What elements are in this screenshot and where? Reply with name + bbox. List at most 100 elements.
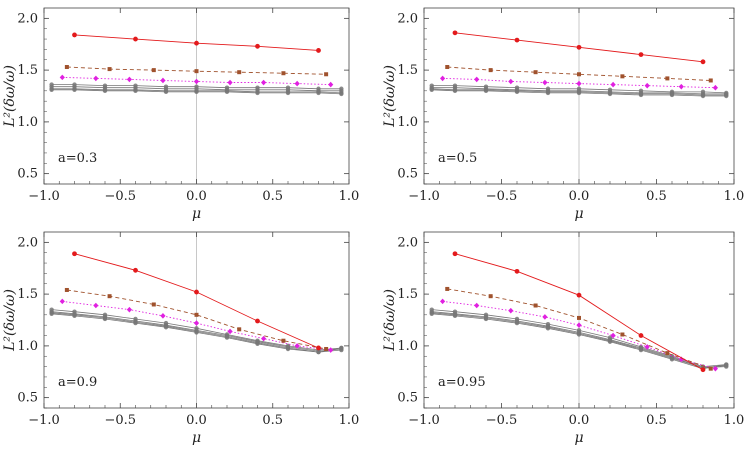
data-point xyxy=(294,80,300,87)
data-point xyxy=(255,85,260,90)
data-point xyxy=(126,306,132,313)
data-point xyxy=(669,89,675,95)
data-point xyxy=(194,69,199,74)
data-point xyxy=(488,68,493,73)
data-point xyxy=(533,70,538,75)
data-point xyxy=(607,335,613,340)
x-tick-label: 1.0 xyxy=(339,413,360,428)
data-point xyxy=(445,286,450,291)
data-point xyxy=(514,316,520,322)
data-point xyxy=(160,77,166,84)
data-point xyxy=(126,76,132,83)
data-point xyxy=(255,318,260,324)
data-point xyxy=(328,81,334,88)
data-point xyxy=(237,70,242,75)
data-point xyxy=(151,302,156,307)
data-point xyxy=(160,313,166,319)
x-tick-label: 1.0 xyxy=(724,413,745,428)
x-tick-label: −1.0 xyxy=(28,413,60,428)
data-point xyxy=(644,82,650,89)
data-point xyxy=(72,251,77,257)
data-point xyxy=(72,32,77,38)
x-tick-label: 0.5 xyxy=(262,189,283,204)
data-point xyxy=(638,88,644,94)
data-point xyxy=(328,347,334,353)
data-point xyxy=(227,79,233,86)
x-tick-label: −0.5 xyxy=(104,189,136,204)
data-point xyxy=(281,338,286,343)
y-axis-title: L²(δω/ω) xyxy=(2,289,18,352)
data-point xyxy=(474,302,480,309)
x-tick-label: −0.5 xyxy=(486,413,518,428)
data-point xyxy=(576,44,582,50)
data-point xyxy=(339,345,344,351)
x-tick-label: 0.0 xyxy=(569,413,590,428)
data-point xyxy=(508,307,514,314)
panel-annotation: a=0.9 xyxy=(58,375,97,390)
y-tick-label: 1.0 xyxy=(17,339,38,354)
data-point xyxy=(64,287,69,292)
data-point xyxy=(610,81,616,88)
data-point xyxy=(678,83,684,90)
data-point xyxy=(514,268,520,274)
data-point xyxy=(49,307,54,312)
data-point xyxy=(514,37,520,43)
data-point xyxy=(576,86,582,91)
y-tick-label: 2.0 xyxy=(17,11,38,26)
data-point xyxy=(107,294,112,299)
data-point xyxy=(577,72,581,77)
data-point xyxy=(483,84,489,89)
data-point xyxy=(163,320,169,326)
data-point xyxy=(281,71,286,76)
data-point xyxy=(194,326,199,331)
data-point xyxy=(665,76,670,81)
data-point xyxy=(64,65,69,70)
x-tick-label: 0.0 xyxy=(186,189,207,204)
y-tick-label: 0.5 xyxy=(397,167,418,182)
data-point xyxy=(638,52,644,57)
y-tick-label: 0.5 xyxy=(17,167,38,182)
chart-panel-4: −1.0 −0.5 0.0 0.5 1.0 0.5 1.0 1.5 2.0 μ L²(δω/ω) a=… xyxy=(382,231,745,446)
data-point xyxy=(102,83,108,88)
data-point xyxy=(644,344,650,350)
data-point xyxy=(483,312,489,318)
x-tick-label: −1.0 xyxy=(408,189,440,204)
data-point xyxy=(429,83,434,88)
data-point xyxy=(620,332,625,337)
data-point xyxy=(285,343,291,349)
data-point xyxy=(316,86,321,91)
chart-panel-3: −1.0 −0.5 0.0 0.5 1.0 0.5 1.0 1.5 2.0 μ L²(δω/ω) a=… xyxy=(2,231,360,446)
data-point xyxy=(324,346,329,351)
data-point xyxy=(324,72,329,77)
data-point xyxy=(440,75,446,82)
x-tick-label: −1.0 xyxy=(28,189,60,204)
data-point xyxy=(620,74,625,79)
x-tick-label: 0.5 xyxy=(646,189,667,204)
chart-panel-2: −1.0 −0.5 0.0 0.5 1.0 0.5 1.0 1.5 2.0 μ L²(δω/ω) a=… xyxy=(382,7,744,222)
panel-annotation: a=0.5 xyxy=(438,151,477,166)
x-tick-label: −1.0 xyxy=(408,413,440,428)
y-tick-label: 1.5 xyxy=(397,63,418,78)
panel-annotation: a=0.95 xyxy=(438,375,486,390)
data-point xyxy=(93,302,99,309)
y-tick-label: 1.5 xyxy=(397,287,418,302)
data-point xyxy=(514,85,520,90)
data-point xyxy=(545,86,551,91)
data-point xyxy=(133,83,138,88)
data-point xyxy=(440,298,446,305)
data-point xyxy=(163,84,169,89)
x-axis-title: μ xyxy=(192,206,201,222)
y-axis-title: L²(δω/ω) xyxy=(2,65,18,128)
y-axis-title: L²(δω/ω) xyxy=(382,65,398,128)
data-point xyxy=(610,332,616,339)
data-point xyxy=(59,298,65,305)
x-tick-label: 1.0 xyxy=(339,189,360,204)
data-point xyxy=(665,351,670,356)
data-point xyxy=(107,67,112,72)
data-point xyxy=(133,316,138,322)
data-point xyxy=(576,80,582,87)
chart-panel-1: −1.0 −0.5 0.0 0.5 1.0 0.5 1.0 1.5 2.0 μ L²(δω/ω) a=… xyxy=(2,7,360,222)
data-point xyxy=(712,365,718,372)
series-line xyxy=(62,300,331,351)
